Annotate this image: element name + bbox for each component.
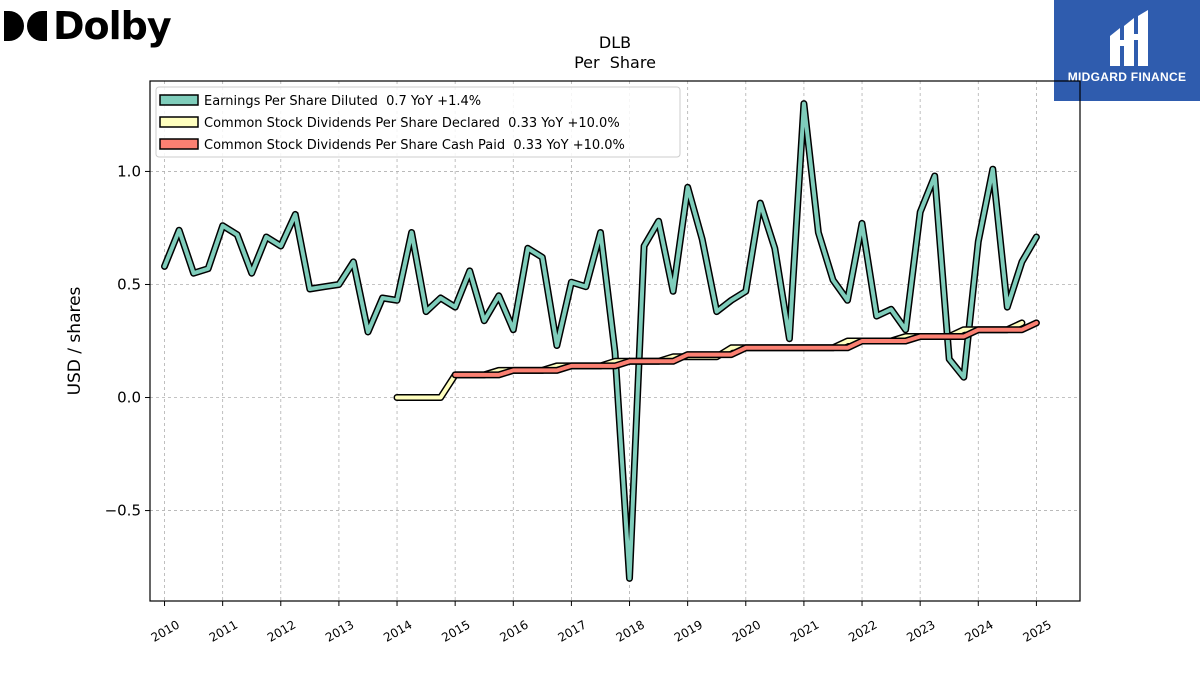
x-tick-label: 2020 (730, 617, 763, 644)
dolby-double-d-icon (4, 11, 47, 41)
x-tick-label: 2010 (149, 617, 182, 644)
legend-label: Common Stock Dividends Per Share Declare… (204, 116, 620, 131)
series-stroke (453, 320, 1039, 377)
brand-logo: Dolby (4, 4, 172, 48)
x-tick-label: 2016 (497, 617, 530, 644)
plot-frame (149, 80, 1081, 602)
y-tick-label: 0.5 (117, 275, 141, 293)
legend: Earnings Per Share Diluted 0.7 YoY +1.4%… (155, 86, 681, 158)
brand-name: Dolby (53, 4, 172, 48)
chart-title: DLB (599, 33, 631, 52)
x-tick-label: 2023 (904, 617, 937, 644)
legend-frame (155, 86, 681, 158)
x-tick-label: 2021 (788, 617, 821, 644)
y-tick-label: 1.0 (117, 162, 141, 180)
x-tick-label: 2015 (439, 617, 472, 644)
x-tick-label: 2013 (323, 617, 356, 644)
x-tick-label: 2012 (265, 617, 298, 644)
series-line-1 (161, 100, 1040, 582)
x-tick-label: 2017 (555, 617, 588, 644)
midgard-m-logo-icon (1110, 10, 1148, 66)
series-line-3 (451, 319, 1040, 379)
series-group (161, 100, 1040, 582)
legend-swatch (159, 116, 199, 128)
legend-label: Earnings Per Share Diluted 0.7 YoY +1.4% (204, 94, 481, 109)
x-tick-label: 2011 (207, 617, 240, 644)
y-axis-label: USD / shares (65, 286, 85, 395)
x-tick-label: 2019 (672, 617, 705, 644)
partner-name: MIDGARD FINANCE (1067, 70, 1187, 84)
x-axis: 2010 2011 2012 2013 2014 2015 2016 2017 2018 2019… (149, 601, 1054, 645)
x-tick-label: 2014 (381, 617, 414, 644)
series-stroke (162, 101, 1039, 581)
y-axis: −0.5 0.0 0.5 1.0 (105, 162, 150, 520)
y-tick-label: 0.0 (117, 389, 141, 407)
x-tick-label: 2025 (1020, 617, 1053, 644)
x-tick-label: 2024 (962, 617, 995, 644)
x-tick-label: 2018 (614, 617, 647, 644)
legend-swatch (159, 94, 199, 106)
y-tick-label: −0.5 (105, 502, 141, 520)
legend-label: Common Stock Dividends Per Share Cash Pa… (204, 138, 625, 153)
partner-badge: MIDGARD FINANCE (1054, 0, 1200, 101)
legend-swatch (159, 138, 199, 150)
x-tick-label: 2022 (846, 617, 879, 644)
chart-subtitle: Per Share (574, 53, 656, 72)
